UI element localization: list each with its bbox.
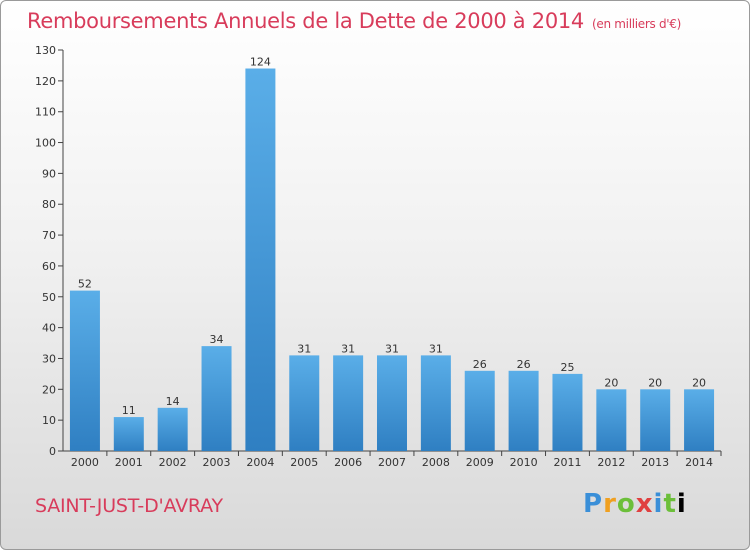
y-tick-label: 110 — [35, 106, 56, 119]
value-label-2008: 31 — [429, 342, 443, 355]
value-label-2013: 20 — [648, 376, 662, 389]
bar-2013 — [640, 389, 671, 451]
y-tick-label: 130 — [35, 44, 56, 57]
y-tick-label: 80 — [42, 198, 56, 211]
bar-2006 — [333, 355, 364, 451]
value-label-2012: 20 — [604, 376, 618, 389]
value-label-2002: 14 — [166, 395, 180, 408]
x-tick-label-2006: 2006 — [334, 456, 362, 469]
value-label-2006: 31 — [341, 342, 355, 355]
value-label-2004: 124 — [250, 56, 271, 69]
bar-2000 — [69, 290, 100, 451]
y-tick-label: 40 — [42, 322, 56, 335]
x-tick-label-2002: 2002 — [159, 456, 187, 469]
bar-2001 — [113, 417, 144, 451]
value-label-2009: 26 — [473, 358, 487, 371]
chart-title: Remboursements Annuels de la Dette de 20… — [27, 9, 584, 33]
x-tick-label-2005: 2005 — [290, 456, 318, 469]
y-tick-label: 90 — [42, 167, 56, 180]
x-tick-label-2009: 2009 — [466, 456, 494, 469]
y-tick-label: 20 — [42, 383, 56, 396]
bar-2011 — [552, 373, 583, 451]
x-tick-label-2011: 2011 — [553, 456, 581, 469]
bar-2005 — [289, 355, 320, 451]
y-tick-label: 60 — [42, 260, 56, 273]
bar-2008 — [420, 355, 451, 451]
bar-2010 — [508, 370, 539, 451]
x-tick-label-2014: 2014 — [685, 456, 713, 469]
value-label-2001: 11 — [122, 404, 136, 417]
x-tick-label-2001: 2001 — [115, 456, 143, 469]
x-tick-label-2004: 2004 — [246, 456, 274, 469]
bar-2003 — [201, 346, 232, 451]
value-label-2007: 31 — [385, 342, 399, 355]
bar-2014 — [684, 389, 715, 451]
y-tick-label: 50 — [42, 291, 56, 304]
chart-title-block: Remboursements Annuels de la Dette de 20… — [27, 9, 681, 33]
y-tick-label: 70 — [42, 229, 56, 242]
chart-subtitle: (en milliers d'€) — [592, 17, 682, 31]
x-tick-label-2000: 2000 — [71, 456, 99, 469]
value-label-2005: 31 — [297, 342, 311, 355]
x-tick-label-2008: 2008 — [422, 456, 450, 469]
x-tick-label-2007: 2007 — [378, 456, 406, 469]
town-name: SAINT-JUST-D'AVRAY — [35, 495, 223, 517]
y-tick-label: 10 — [42, 414, 56, 427]
value-label-2010: 26 — [517, 358, 531, 371]
value-label-2014: 20 — [692, 376, 706, 389]
value-label-2000: 52 — [78, 278, 92, 291]
bar-2004 — [245, 68, 276, 451]
bar-2012 — [596, 389, 627, 451]
x-tick-label-2012: 2012 — [597, 456, 625, 469]
bar-2007 — [377, 355, 407, 451]
y-tick-label: 30 — [42, 352, 56, 365]
bar-2009 — [464, 370, 495, 451]
proxiti-logo: Proxiti — [583, 489, 687, 519]
value-label-2003: 34 — [210, 333, 224, 346]
x-tick-label-2003: 2003 — [203, 456, 231, 469]
bar-2002 — [157, 407, 188, 451]
y-tick-label: 0 — [49, 445, 56, 458]
x-tick-label-2013: 2013 — [641, 456, 669, 469]
y-tick-label: 100 — [35, 137, 56, 150]
y-tick-label: 120 — [35, 75, 56, 88]
x-tick-label-2010: 2010 — [510, 456, 538, 469]
value-label-2011: 25 — [560, 361, 574, 374]
